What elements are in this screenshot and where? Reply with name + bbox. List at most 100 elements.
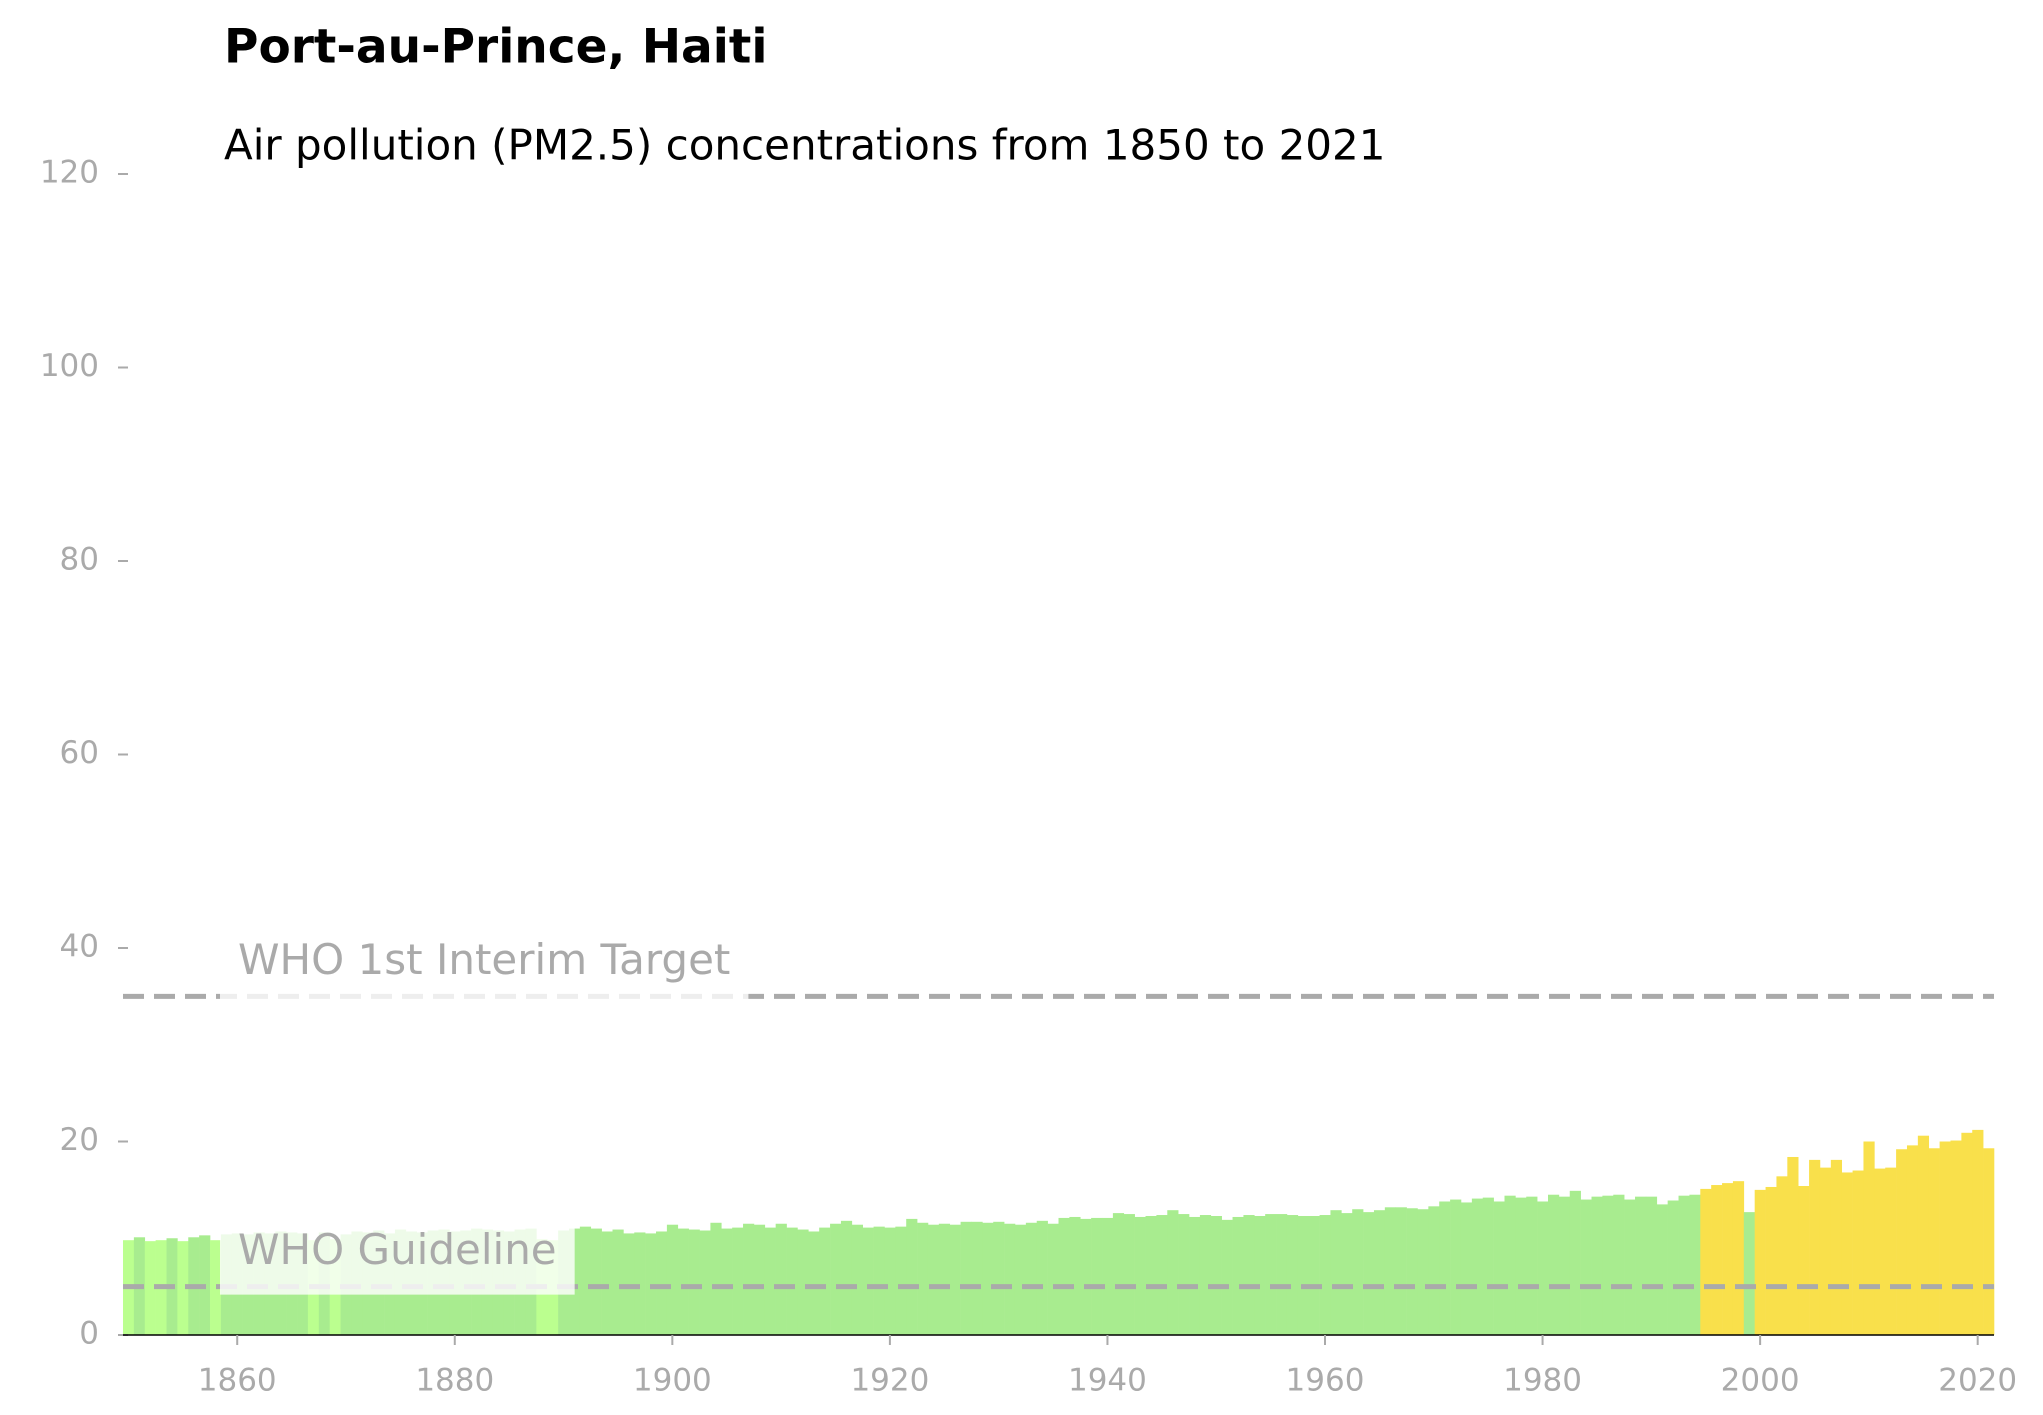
bar bbox=[1635, 1196, 1647, 1335]
bar bbox=[1732, 1181, 1745, 1335]
bar bbox=[1711, 1185, 1723, 1335]
y-tick-label: 0 bbox=[79, 1316, 99, 1352]
bar bbox=[1319, 1215, 1331, 1335]
bar bbox=[1460, 1202, 1473, 1335]
bar bbox=[753, 1224, 766, 1335]
bar bbox=[1025, 1222, 1038, 1335]
bar bbox=[1080, 1218, 1092, 1335]
bar bbox=[1700, 1188, 1712, 1335]
bar bbox=[949, 1224, 961, 1335]
bar bbox=[1004, 1223, 1016, 1335]
bar bbox=[840, 1220, 853, 1335]
bar bbox=[1580, 1199, 1592, 1335]
bar bbox=[1221, 1219, 1233, 1335]
bar bbox=[764, 1227, 776, 1335]
reference-label: WHO Guideline bbox=[238, 1225, 557, 1274]
bar bbox=[1537, 1201, 1549, 1335]
bar bbox=[1787, 1156, 1799, 1335]
y-tick-label: 20 bbox=[60, 1122, 99, 1158]
bar bbox=[177, 1241, 189, 1335]
bar bbox=[1841, 1172, 1853, 1335]
bar bbox=[1265, 1214, 1277, 1335]
bar bbox=[1526, 1196, 1538, 1335]
bar bbox=[1678, 1195, 1690, 1335]
bar bbox=[960, 1221, 972, 1335]
bar bbox=[1809, 1159, 1821, 1335]
bar bbox=[851, 1224, 863, 1335]
bar bbox=[612, 1229, 624, 1335]
bar bbox=[775, 1223, 787, 1335]
bar bbox=[1852, 1170, 1864, 1335]
bar bbox=[1428, 1206, 1440, 1335]
label-background bbox=[220, 1219, 575, 1295]
bar bbox=[1896, 1149, 1908, 1335]
bar bbox=[819, 1227, 831, 1335]
bar bbox=[1624, 1199, 1636, 1335]
bar bbox=[677, 1228, 689, 1335]
bar bbox=[743, 1223, 755, 1335]
chart-title: Port-au-Prince, Haiti bbox=[224, 20, 767, 75]
bar bbox=[1036, 1220, 1048, 1335]
bar bbox=[210, 1240, 222, 1335]
bar bbox=[1830, 1159, 1843, 1335]
bar bbox=[1754, 1189, 1766, 1335]
y-tick-label: 60 bbox=[60, 735, 99, 771]
bar bbox=[1591, 1196, 1603, 1335]
x-tick-label: 1920 bbox=[850, 1363, 929, 1399]
x-tick-label: 2020 bbox=[1938, 1363, 2017, 1399]
bar bbox=[1091, 1217, 1103, 1335]
bar bbox=[1417, 1209, 1429, 1335]
bar bbox=[1471, 1198, 1484, 1335]
bar bbox=[1254, 1215, 1266, 1335]
bar bbox=[1515, 1197, 1527, 1335]
bar bbox=[666, 1224, 679, 1335]
bar bbox=[1548, 1194, 1560, 1335]
bar bbox=[982, 1222, 994, 1335]
y-tick-label: 120 bbox=[40, 155, 99, 191]
bar bbox=[906, 1218, 918, 1335]
bar bbox=[862, 1227, 874, 1335]
bar bbox=[1504, 1195, 1516, 1335]
bar bbox=[1482, 1197, 1494, 1335]
bar bbox=[1939, 1141, 1951, 1335]
bar bbox=[634, 1232, 646, 1335]
bar bbox=[1645, 1196, 1658, 1335]
bar bbox=[699, 1230, 711, 1335]
x-tick-label: 1980 bbox=[1503, 1363, 1582, 1399]
bar bbox=[895, 1226, 907, 1335]
bar bbox=[1156, 1215, 1168, 1335]
bar bbox=[1123, 1214, 1135, 1335]
bar bbox=[1972, 1129, 1984, 1335]
bar bbox=[1297, 1215, 1309, 1335]
bar bbox=[1439, 1201, 1451, 1335]
bar bbox=[797, 1229, 809, 1335]
bar bbox=[144, 1241, 156, 1335]
x-tick-label: 1940 bbox=[1068, 1363, 1147, 1399]
bar bbox=[656, 1231, 668, 1335]
bar bbox=[1819, 1167, 1832, 1335]
bar bbox=[1743, 1212, 1755, 1335]
bar bbox=[1765, 1186, 1777, 1335]
bar bbox=[1928, 1148, 1940, 1335]
bar bbox=[884, 1227, 896, 1335]
bar bbox=[1722, 1183, 1734, 1335]
bar bbox=[1961, 1132, 1973, 1335]
bar bbox=[938, 1223, 951, 1335]
bar bbox=[1776, 1176, 1788, 1335]
bar bbox=[1558, 1196, 1571, 1335]
bar bbox=[1373, 1210, 1386, 1335]
axes: 0 20 40 60 80 100 120 1860 1880 1900 1920 1940 1960 1… bbox=[40, 155, 2017, 1399]
x-tick-label: 1860 bbox=[198, 1363, 277, 1399]
x-tick-label: 1900 bbox=[633, 1363, 712, 1399]
y-tick-label: 80 bbox=[60, 542, 99, 578]
bar bbox=[1102, 1217, 1114, 1335]
bar bbox=[1210, 1215, 1222, 1335]
bar bbox=[1384, 1207, 1397, 1335]
x-tick-label: 2000 bbox=[1721, 1363, 1800, 1399]
y-tick-label: 40 bbox=[60, 929, 99, 965]
bar bbox=[1232, 1216, 1244, 1335]
bar bbox=[590, 1228, 602, 1335]
bar bbox=[1178, 1214, 1190, 1335]
bar bbox=[1667, 1200, 1679, 1335]
